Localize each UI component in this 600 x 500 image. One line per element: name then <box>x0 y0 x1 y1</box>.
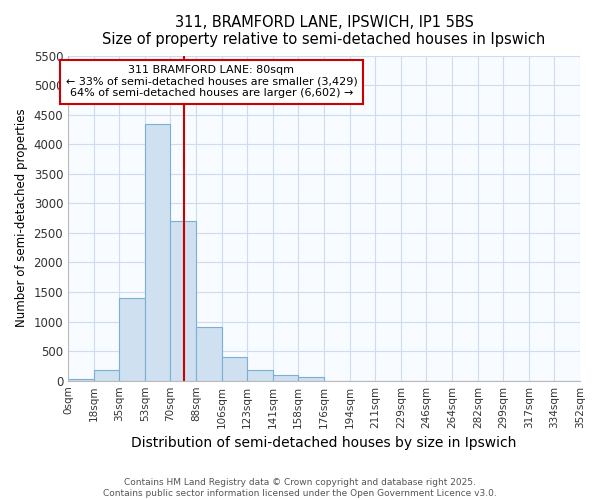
Bar <box>196 328 222 380</box>
Bar <box>298 377 324 380</box>
Bar <box>68 379 94 380</box>
Bar <box>273 375 298 380</box>
Text: Contains HM Land Registry data © Crown copyright and database right 2025.
Contai: Contains HM Land Registry data © Crown c… <box>103 478 497 498</box>
Title: 311, BRAMFORD LANE, IPSWICH, IP1 5BS
Size of property relative to semi-detached : 311, BRAMFORD LANE, IPSWICH, IP1 5BS Siz… <box>103 15 545 48</box>
Bar <box>94 370 119 380</box>
Bar <box>170 221 196 380</box>
Bar <box>247 370 273 380</box>
X-axis label: Distribution of semi-detached houses by size in Ipswich: Distribution of semi-detached houses by … <box>131 436 517 450</box>
Y-axis label: Number of semi-detached properties: Number of semi-detached properties <box>15 109 28 328</box>
Bar <box>222 357 247 380</box>
Text: 311 BRAMFORD LANE: 80sqm
← 33% of semi-detached houses are smaller (3,429)
64% o: 311 BRAMFORD LANE: 80sqm ← 33% of semi-d… <box>65 66 357 98</box>
Bar <box>145 124 170 380</box>
Bar <box>119 298 145 380</box>
